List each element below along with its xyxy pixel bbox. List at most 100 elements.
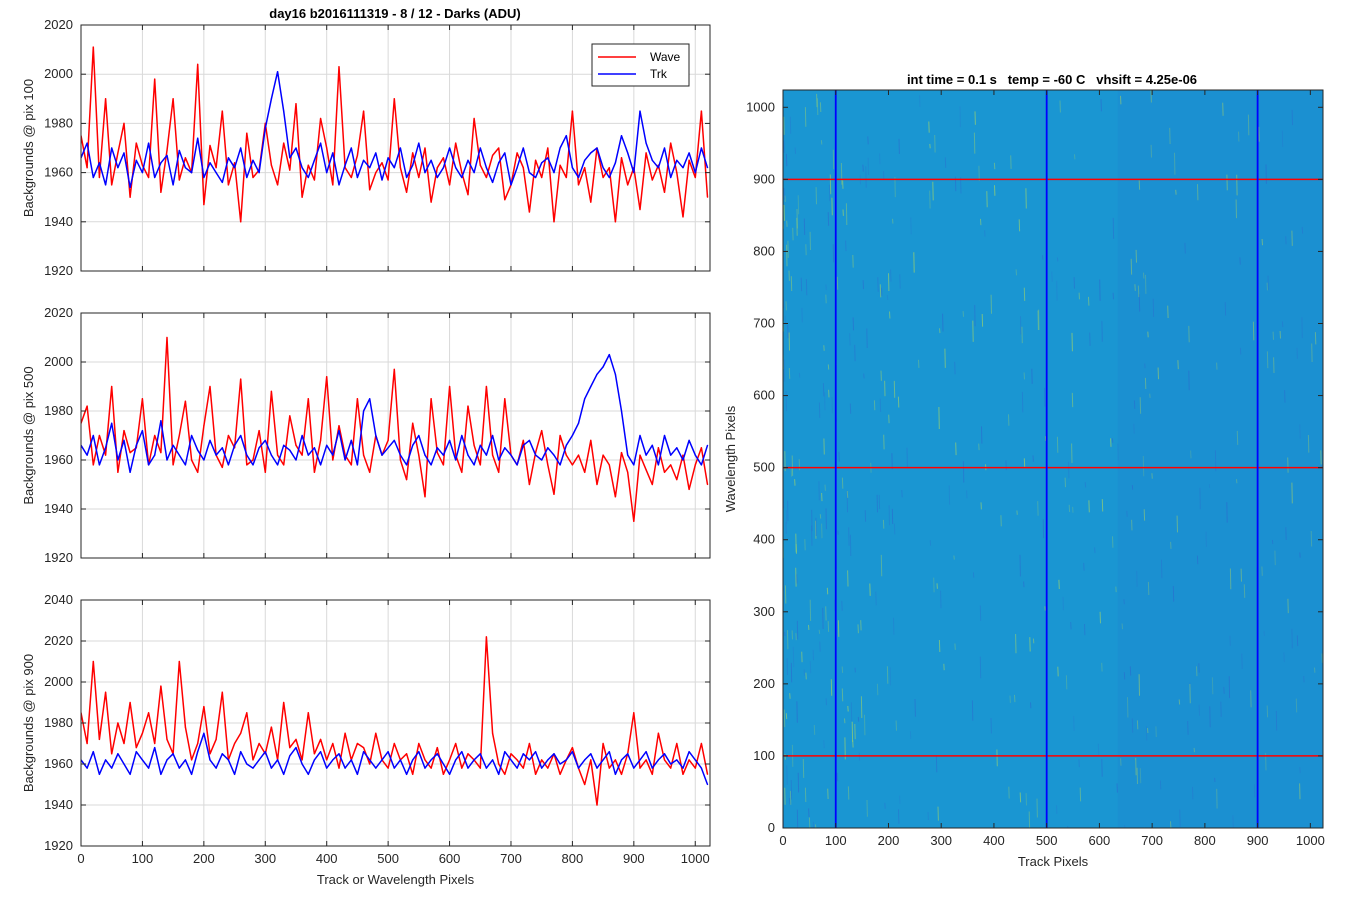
data-point <box>117 459 119 461</box>
data-point <box>197 449 199 451</box>
x-tick-label: 500 <box>1036 833 1058 848</box>
data-point <box>639 208 641 211</box>
data-point <box>706 167 709 169</box>
data-point <box>258 759 260 761</box>
y-tick-label: 1960 <box>44 756 73 771</box>
data-point <box>491 732 494 734</box>
data-point <box>92 176 94 179</box>
data-point <box>393 767 395 769</box>
x-axis-label: Track or Wavelength Pixels <box>317 872 475 887</box>
data-point <box>645 469 647 471</box>
data-point <box>283 773 285 775</box>
data-point <box>283 142 285 144</box>
data-point <box>676 742 678 745</box>
x-tick-label: 100 <box>825 833 847 848</box>
data-point <box>627 454 629 456</box>
data-point <box>547 157 549 159</box>
y-tick-label: 2000 <box>44 354 73 369</box>
data-point <box>123 742 125 745</box>
data-point <box>633 520 635 522</box>
data-point <box>197 751 199 753</box>
data-point <box>369 167 371 169</box>
data-point <box>412 422 414 424</box>
legend-label-wave: Wave <box>650 50 681 64</box>
data-point <box>289 415 291 417</box>
data-point <box>86 405 88 407</box>
data-point <box>289 157 291 159</box>
data-point <box>485 636 488 638</box>
data-point <box>498 763 500 765</box>
data-point <box>264 751 266 753</box>
data-point <box>209 753 211 755</box>
data-point <box>645 759 647 761</box>
data-point <box>166 154 168 156</box>
data-point <box>418 751 420 753</box>
x-tick-label: 800 <box>562 851 584 866</box>
data-point <box>412 152 414 154</box>
data-point <box>651 767 653 769</box>
y-tick-label: 2020 <box>44 633 73 648</box>
data-point <box>571 434 574 437</box>
data-point <box>424 767 426 769</box>
data-point <box>688 488 690 490</box>
data-point <box>399 459 402 461</box>
data-point <box>633 172 635 174</box>
series-trk <box>81 732 709 786</box>
data-point <box>264 439 266 441</box>
data-point <box>362 110 365 112</box>
data-point <box>111 385 113 388</box>
data-point <box>522 753 524 755</box>
data-point <box>270 726 273 728</box>
data-point <box>412 444 414 446</box>
data-point <box>332 742 334 745</box>
y-axis-label: Backgrounds @ pix 900 <box>21 654 36 792</box>
data-point <box>362 747 365 749</box>
data-point <box>313 159 316 161</box>
data-point <box>436 452 438 454</box>
data-point <box>240 147 242 149</box>
data-point <box>178 767 180 769</box>
data-point <box>504 152 506 154</box>
data-point <box>418 454 420 456</box>
x-tick-label: 700 <box>500 851 522 866</box>
data-point <box>645 142 647 144</box>
data-point <box>326 172 328 174</box>
data-point <box>375 172 377 174</box>
data-point <box>111 767 113 769</box>
data-point <box>700 447 703 449</box>
data-point <box>676 172 678 174</box>
data-point <box>663 471 666 473</box>
y-tick-label: 2020 <box>44 17 73 32</box>
data-point <box>92 434 94 437</box>
data-point <box>307 773 309 775</box>
data-point <box>203 176 205 179</box>
data-point <box>516 767 518 769</box>
axes-frame <box>782 89 1324 829</box>
data-point <box>369 759 371 761</box>
data-point <box>694 176 696 179</box>
data-point <box>541 430 543 432</box>
data-point <box>676 479 678 481</box>
x-tick-label: 600 <box>439 851 461 866</box>
data-point <box>233 162 236 164</box>
data-point <box>307 454 309 456</box>
data-point <box>86 767 88 769</box>
y-tick-label: 1000 <box>746 99 775 114</box>
data-point <box>344 767 346 769</box>
y-tick-label: 2000 <box>44 674 73 689</box>
data-point <box>534 159 537 161</box>
data-point <box>240 434 242 437</box>
data-point <box>393 439 395 441</box>
data-point <box>184 464 187 466</box>
data-point <box>393 742 395 745</box>
data-point <box>627 753 629 755</box>
data-point <box>166 738 168 741</box>
data-point <box>491 154 494 156</box>
data-point <box>528 759 531 761</box>
data-point <box>319 751 322 753</box>
data-point <box>276 759 279 761</box>
data-point <box>326 376 328 378</box>
data-point <box>270 454 273 456</box>
data-point <box>252 759 254 761</box>
data-point <box>307 712 309 714</box>
